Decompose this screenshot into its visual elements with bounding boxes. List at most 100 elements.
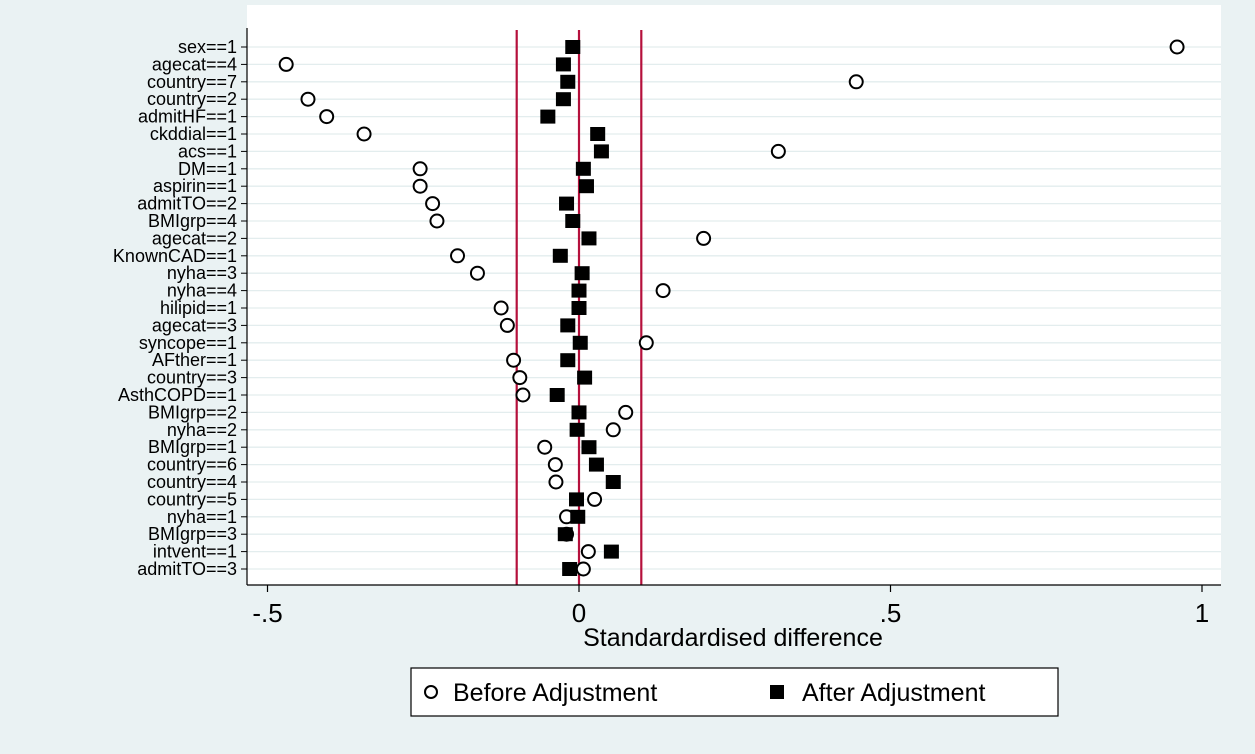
after-adjustment-point	[575, 161, 591, 176]
after-adjustment-point	[571, 405, 587, 420]
y-tick-label: AFther==1	[152, 350, 237, 370]
before-adjustment-point	[515, 387, 531, 403]
after-adjustment-point	[577, 370, 593, 385]
y-tick-label: country==4	[147, 472, 237, 492]
after-adjustment-point	[569, 422, 585, 437]
before-adjustment-point	[278, 56, 294, 72]
after-adjustment-point	[552, 248, 568, 263]
y-tick-label: country==5	[147, 489, 237, 509]
before-adjustment-point	[512, 370, 528, 386]
before-adjustment-point	[696, 230, 712, 246]
before-adjustment-point	[429, 213, 445, 229]
before-adjustment-point	[638, 335, 654, 351]
after-adjustment-point	[572, 335, 588, 350]
after-adjustment-point	[560, 353, 576, 368]
y-tick-label: agecat==2	[152, 228, 237, 248]
before-adjustment-point	[618, 404, 634, 420]
x-axis-title: Standardardised difference	[583, 624, 883, 652]
y-tick-label: acs==1	[178, 141, 237, 161]
grid-lines	[247, 46, 1221, 570]
after-adjustment-point	[560, 74, 576, 89]
before-adjustment-point	[848, 74, 864, 90]
y-tick-label: AsthCOPD==1	[118, 385, 237, 405]
y-tick-label: nyha==2	[167, 420, 237, 440]
before-adjustment-point	[1169, 39, 1185, 55]
x-axis: -.5 0 .5 1	[247, 584, 1221, 628]
before-adjustment-point	[587, 491, 603, 507]
before-adjustment-point	[412, 161, 428, 177]
y-tick-label: country==3	[147, 368, 237, 388]
after-adjustment-point	[581, 440, 597, 455]
y-tick-label: ckddial==1	[150, 124, 237, 144]
before-adjustment-point	[300, 91, 316, 107]
after-adjustment-point	[562, 562, 578, 576]
y-tick-label: BMIgrp==3	[148, 524, 237, 544]
legend-marker-before	[424, 685, 438, 699]
y-tick-label: DM==1	[178, 159, 237, 179]
after-adjustment-point	[555, 57, 571, 72]
before-adjustment-point	[575, 561, 591, 577]
before-adjustment-point	[506, 352, 522, 368]
after-adjustment-point	[555, 92, 571, 107]
before-adjustment-point	[580, 544, 596, 560]
after-adjustment-point	[603, 544, 619, 559]
y-tick-label: sex==1	[178, 37, 237, 57]
x-tick-label: .5	[880, 598, 902, 628]
y-tick-label: nyha==1	[167, 507, 237, 527]
before-adjustment-point	[605, 422, 621, 438]
y-tick-label: BMIgrp==4	[148, 211, 237, 231]
after-adjustment-point	[557, 527, 573, 542]
after-adjustment-point	[571, 301, 587, 315]
after-adjustment-point	[549, 388, 565, 402]
after-adjustment-point	[581, 231, 597, 246]
before-adjustment-point	[537, 439, 553, 455]
y-tick-label: admitTO==2	[137, 194, 237, 214]
after-adjustment-point	[605, 475, 621, 489]
after-adjustment-point	[570, 509, 586, 524]
after-adjustment-point	[560, 318, 576, 333]
y-tick-label: country==6	[147, 455, 237, 475]
before-adjustment-point	[499, 317, 515, 333]
y-tick-label: BMIgrp==1	[148, 437, 237, 457]
after-adjustment-point	[540, 109, 556, 124]
after-adjustment-point	[569, 492, 585, 507]
before-adjustment-point	[548, 474, 564, 490]
y-tick-label: agecat==4	[152, 54, 237, 74]
before-adjustment-point	[770, 143, 786, 159]
y-tick-label: intvent==1	[153, 542, 237, 562]
before-adjustment-point	[425, 196, 441, 212]
legend-label-after: After Adjustment	[802, 679, 985, 707]
after-adjustment-point	[565, 214, 581, 228]
before-adjustment-point	[469, 265, 485, 281]
data-series	[278, 39, 1185, 577]
legend-box	[410, 667, 1059, 717]
y-tick-label: aspirin==1	[153, 176, 237, 196]
plot-area	[247, 5, 1221, 585]
before-adjustment-point	[319, 109, 335, 125]
after-adjustment-point	[565, 40, 581, 54]
after-adjustment-point	[578, 179, 594, 194]
before-adjustment-point	[356, 126, 372, 142]
y-tick-label: admitTO==3	[137, 559, 237, 579]
x-tick-label: 1	[1195, 598, 1209, 628]
before-adjustment-point	[655, 283, 671, 299]
after-adjustment-point	[588, 457, 604, 472]
y-tick-label: syncope==1	[139, 333, 237, 353]
legend-label-before: Before Adjustment	[453, 679, 657, 707]
y-tick-label: nyha==3	[167, 263, 237, 283]
y-tick-label: nyha==4	[167, 281, 237, 301]
y-tick-label: admitHF==1	[138, 107, 237, 127]
before-adjustment-point	[547, 457, 563, 473]
y-tick-label: agecat==3	[152, 315, 237, 335]
y-tick-label: hilipid==1	[160, 298, 237, 318]
y-tick-label: country==2	[147, 89, 237, 109]
after-adjustment-point	[574, 266, 590, 281]
y-tick-label: KnownCAD==1	[113, 246, 237, 266]
legend: Before Adjustment After Adjustment	[410, 667, 1059, 717]
before-adjustment-point	[450, 248, 466, 264]
x-tick-label: -.5	[252, 598, 282, 628]
y-tick-label: country==7	[147, 72, 237, 92]
legend-marker-after	[770, 685, 784, 699]
before-adjustment-point	[493, 300, 509, 316]
